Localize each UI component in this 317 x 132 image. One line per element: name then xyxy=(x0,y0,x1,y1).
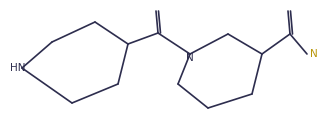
Text: NH: NH xyxy=(310,49,317,59)
Text: HN: HN xyxy=(10,63,25,73)
Text: N: N xyxy=(186,53,194,63)
